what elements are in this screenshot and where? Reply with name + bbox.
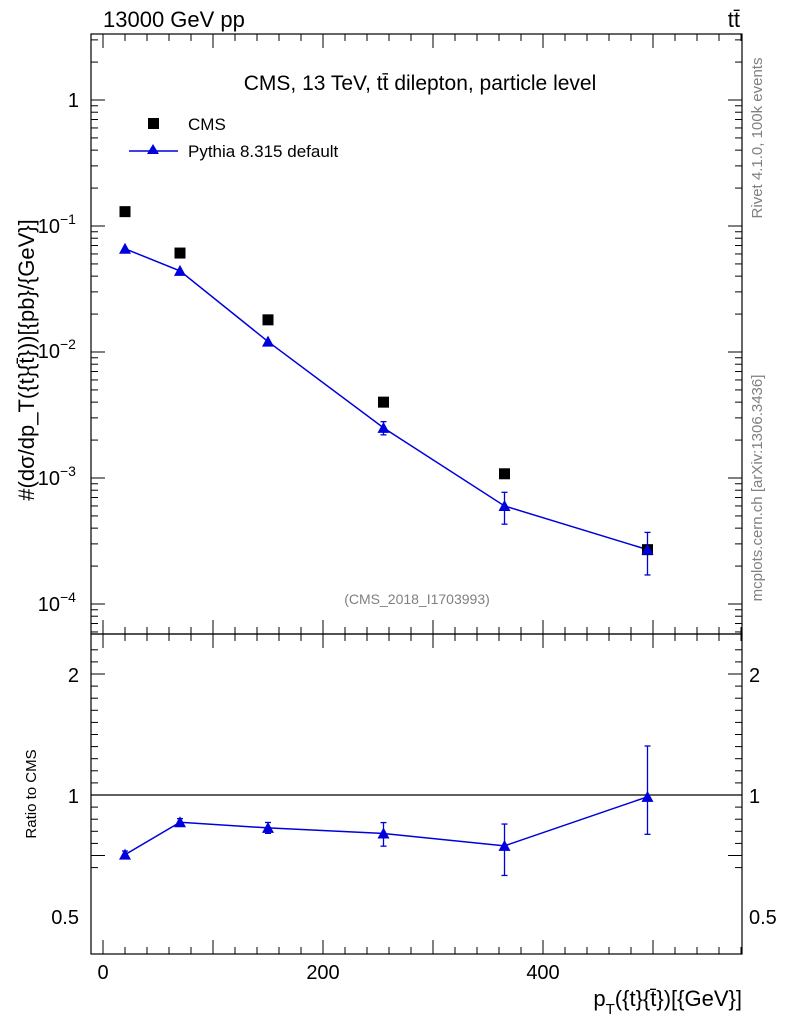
y-tick-label-1e-4: 10 −4 [38, 589, 76, 616]
cms-data-point [262, 314, 274, 326]
svg-text:−3: −3 [60, 463, 76, 479]
svg-text:−4: −4 [60, 589, 76, 605]
svg-text:−2: −2 [60, 336, 76, 352]
main-series-layer [119, 206, 654, 576]
ratio-data-point [641, 790, 654, 802]
svg-text:10: 10 [38, 341, 60, 363]
ratio-data-point [377, 827, 390, 839]
ratio-y-tick-0.5: 0.5 [51, 907, 79, 929]
cms-data-point [499, 468, 510, 480]
y-tick-label-1: 1 [68, 90, 79, 112]
x-tick-label-200: 200 [306, 962, 339, 984]
svg-text:Rivet 4.1.0, 100k events: Rivet 4.1.0, 100k events [749, 58, 766, 219]
y-tick-label-1e-3: 10 −3 [38, 463, 76, 490]
svg-text:10: 10 [38, 594, 60, 616]
mc-line [124, 248, 648, 551]
ratio-data-point [262, 821, 274, 833]
chart-title: CMS, 13 TeV, tt̄ dilepton, particle leve… [244, 72, 597, 95]
y-tick-label-1e-1: 10 −1 [38, 211, 76, 238]
ratio-series-layer [91, 745, 742, 877]
ratio-data-point [498, 839, 511, 851]
ratio-plot-frame [90, 633, 743, 955]
ratio-y-tick-2-right: 2 [749, 665, 760, 687]
svg-text:10: 10 [38, 468, 60, 490]
x-tick-label-400: 400 [526, 962, 559, 984]
legend: CMS Pythia 8.315 default [129, 115, 339, 161]
ratio-y-tick-1-right: 1 [749, 786, 760, 808]
y-tick-label-1e-2: 10 −2 [38, 336, 76, 363]
mc-data-point [498, 499, 511, 511]
cms-data-point [174, 247, 186, 259]
legend-cms-label: CMS [188, 115, 226, 134]
ratio-data-point [119, 848, 131, 860]
header-energy-label: 13000 GeV pp [103, 7, 245, 32]
svg-text:#(dσ/dp_T({t}{t̄}))[{pb}/{GeV}: #(dσ/dp_T({t}{t̄}))[{pb}/{GeV}] [14, 219, 39, 500]
source-label: mcplots.cern.ch [arXiv:1306.3436] [749, 375, 766, 602]
ratio-y-axis-ticks [91, 649, 742, 869]
legend-mc-marker [147, 144, 159, 154]
ratio-data-point [174, 816, 186, 828]
svg-text:10: 10 [38, 216, 60, 238]
x-axis-ticks [102, 34, 742, 954]
mc-data-point [262, 335, 274, 347]
main-y-axis-label: #(dσ/dp_T({t}{t̄}))[{pb}/{GeV}] [14, 219, 39, 500]
ratio-line [124, 796, 648, 856]
analysis-tag: (CMS_2018_I1703993) [344, 591, 490, 607]
x-tick-label-0: 0 [97, 962, 108, 984]
ratio-y-tick-labels: 2 1 0.5 2 1 0.5 [51, 665, 777, 929]
rivet-version-label: Rivet 4.1.0, 100k events [749, 58, 766, 219]
mc-data-point [641, 543, 654, 555]
mc-data-point [174, 264, 186, 276]
legend-cms-marker [148, 118, 159, 129]
svg-text:−1: −1 [60, 211, 76, 227]
ratio-y-tick-2: 2 [68, 665, 79, 687]
ratio-y-tick-0.5-right: 0.5 [749, 907, 777, 929]
cms-data-point [119, 206, 131, 218]
x-axis-label: pT({t}{t̄})[{GeV}] [593, 986, 742, 1018]
cms-data-point [378, 396, 389, 408]
svg-text:Ratio to CMS: Ratio to CMS [23, 749, 40, 838]
main-y-axis-ticks [91, 39, 742, 633]
svg-text:mcplots.cern.ch [arXiv:1306.34: mcplots.cern.ch [arXiv:1306.3436] [749, 375, 766, 602]
legend-mc-label: Pythia 8.315 default [188, 142, 339, 161]
mc-data-point [119, 242, 131, 254]
header-process-label: tt̄ [728, 7, 740, 32]
mc-data-point [377, 421, 390, 433]
ratio-y-tick-1: 1 [68, 786, 79, 808]
ratio-y-axis-label: Ratio to CMS [23, 749, 40, 838]
